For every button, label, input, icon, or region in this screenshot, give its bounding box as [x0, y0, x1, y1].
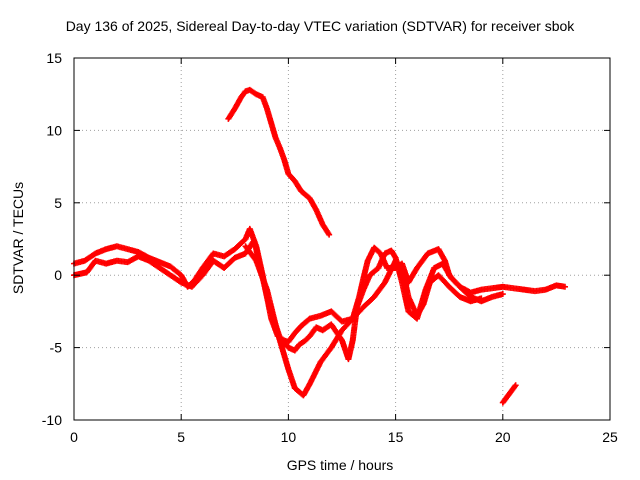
- data-points: [71, 86, 568, 406]
- y-tick-label: -10: [42, 412, 62, 428]
- y-tick-labels: -10 -5 0 5 10 15: [42, 50, 62, 428]
- series-track-3: [242, 243, 485, 399]
- x-tick-label: 25: [602, 429, 618, 445]
- x-tick-label: 5: [177, 429, 185, 445]
- axis-ticks: [73, 57, 611, 421]
- data-point: [511, 383, 518, 390]
- data-point: [512, 382, 519, 389]
- y-tick-label: 15: [46, 50, 62, 66]
- y-tick-label: 10: [46, 122, 62, 138]
- data-point: [561, 283, 568, 290]
- y-tick-label: 0: [54, 267, 62, 283]
- x-tick-label: 20: [495, 429, 511, 445]
- y-tick-label: -5: [50, 340, 63, 356]
- x-tick-label: 15: [388, 429, 404, 445]
- series-track-5: [499, 382, 519, 406]
- y-axis-label: SDTVAR / TECUs: [10, 181, 26, 295]
- x-tick-label: 0: [70, 429, 78, 445]
- y-tick-label: 5: [54, 195, 62, 211]
- x-axis-label: GPS time / hours: [286, 457, 394, 473]
- data-point: [478, 295, 485, 302]
- chart-title: Day 136 of 2025, Sidereal Day-to-day VTE…: [65, 18, 575, 34]
- data-point: [326, 231, 333, 238]
- x-tick-labels: 0 5 10 15 20 25: [70, 429, 618, 445]
- grid-lines: [74, 58, 610, 420]
- x-tick-label: 10: [281, 429, 297, 445]
- plot-frame: [73, 57, 611, 421]
- data-point: [499, 291, 506, 298]
- series-track-4: [225, 86, 333, 238]
